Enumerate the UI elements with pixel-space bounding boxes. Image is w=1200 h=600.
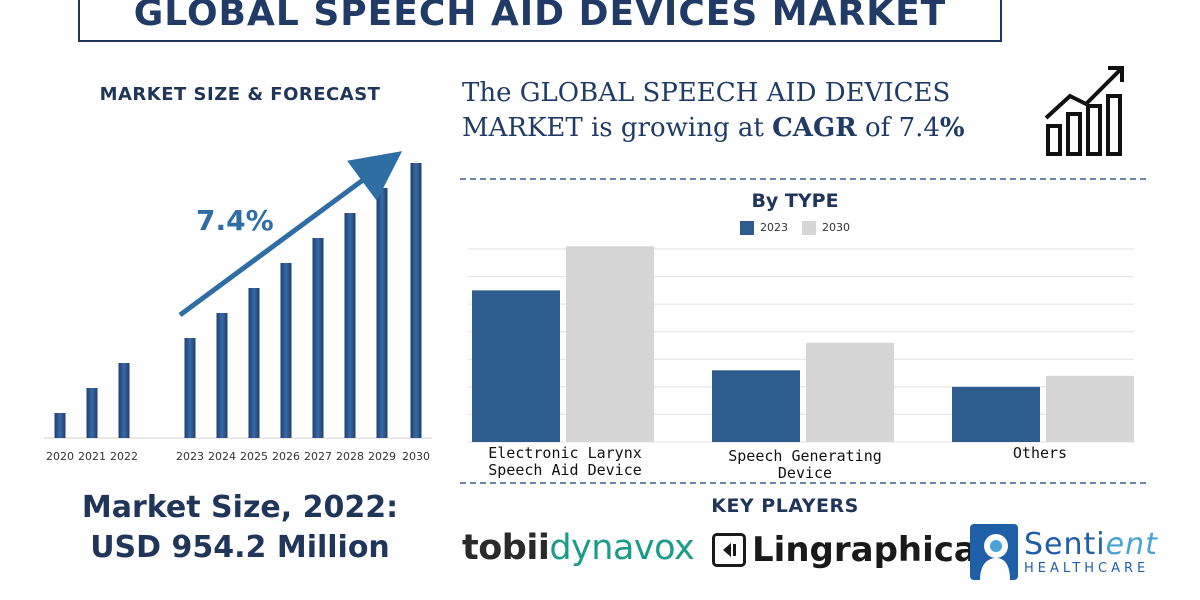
- lingraphica-wordmark: Lingraphica: [752, 530, 977, 570]
- headline-percent-bold: %: [939, 113, 965, 143]
- forecast-year-label: 2021: [78, 450, 106, 463]
- category-label-line: Speech Aid Device: [488, 461, 642, 479]
- forecast-year-label: 2027: [304, 450, 332, 463]
- forecast-chart: 2020 2021 2022 2023 2024 2025 2026 2027 2028 2029…: [44, 151, 432, 463]
- legend-2023: 2023: [740, 221, 788, 235]
- category-label-others: Others: [950, 445, 1130, 462]
- forecast-bar: [216, 313, 228, 438]
- forecast-year-label: 2026: [272, 450, 300, 463]
- forecast-bar: [54, 413, 66, 438]
- title-banner: GLOBAL SPEECH AID DEVICES MARKET: [78, 0, 1002, 42]
- cagr-headline: The GLOBAL SPEECH AID DEVICES MARKET is …: [462, 76, 982, 146]
- forecast-bar: [344, 213, 356, 438]
- page-title: GLOBAL SPEECH AID DEVICES MARKET: [133, 0, 947, 34]
- market-size-line1: Market Size, 2022:: [81, 490, 399, 525]
- forecast-year-label: 2029: [368, 450, 396, 463]
- sentient-wordmark: Sentient: [1024, 526, 1158, 562]
- forecast-year-label: 2024: [208, 450, 236, 463]
- forecast-year-label: 2020: [46, 450, 74, 463]
- legend-2030-label: 2030: [822, 221, 850, 234]
- sentient-wordmark-b: ent: [1105, 526, 1158, 562]
- forecast-bar: [248, 288, 260, 438]
- lingraphica-icon: [712, 533, 746, 567]
- sentient-icon: [970, 524, 1018, 580]
- headline-text-1: The GLOBAL SPEECH AID DEVICES MARKET is …: [462, 78, 951, 143]
- type-bar-2023: [712, 370, 800, 442]
- category-label-line: Speech Generating: [728, 447, 882, 465]
- legend-2030: 2030: [802, 221, 850, 235]
- type-bar-2030: [1046, 375, 1134, 442]
- lingraphica-logo: Lingraphica®: [712, 530, 989, 570]
- type-legend: 2023 2030: [740, 221, 850, 235]
- legend-2023-swatch: [740, 221, 754, 235]
- market-size-line2: USD 954.2 Million: [90, 530, 390, 565]
- forecast-bar: [312, 238, 324, 438]
- forecast-bar: [184, 338, 196, 438]
- type-bar-2030: [566, 246, 654, 442]
- cagr-arrow: [178, 151, 403, 318]
- category-label-speech-generating: Speech Generating Device: [710, 448, 900, 482]
- forecast-year-label: 2025: [240, 450, 268, 463]
- type-chart-title: By TYPE: [751, 190, 839, 212]
- divider-top: [460, 178, 1146, 180]
- sentient-subtitle: HEALTHCARE: [1024, 560, 1150, 576]
- headline-cagr-bold: CAGR: [772, 113, 857, 143]
- sentient-words: Sentient HEALTHCARE: [1024, 526, 1158, 576]
- cagr-label: 7.4%: [196, 204, 274, 237]
- dynavox-wordmark: dynavox: [549, 528, 695, 568]
- type-bar-2030: [806, 342, 894, 442]
- forecast-subtitle: MARKET SIZE & FORECAST: [99, 84, 381, 105]
- category-label-electronic-larynx: Electronic Larynx Speech Aid Device: [470, 445, 660, 479]
- forecast-bar: [280, 263, 292, 438]
- forecast-year-label: 2023: [176, 450, 204, 463]
- forecast-bar: [118, 363, 130, 438]
- legend-2023-label: 2023: [760, 221, 788, 234]
- forecast-bar: [376, 188, 388, 438]
- divider-bottom: [460, 482, 1146, 484]
- headline-text-2: of 7.4: [856, 113, 940, 143]
- forecast-bar: [86, 388, 98, 438]
- forecast-year-label: 2028: [336, 450, 364, 463]
- tobii-dynavox-logo: tobiidynavox: [462, 528, 695, 568]
- category-label-line: Device: [777, 464, 833, 482]
- sentient-healthcare-logo: Sentient HEALTHCARE: [970, 524, 1158, 580]
- type-bar-2023: [472, 290, 560, 442]
- forecast-year-label: 2030: [402, 450, 430, 463]
- forecast-year-label: 2022: [110, 450, 138, 463]
- forecast-bar: [410, 163, 422, 438]
- category-label-line: Others: [1012, 444, 1068, 462]
- legend-2030-swatch: [802, 221, 816, 235]
- type-chart: [468, 246, 1134, 443]
- type-bar-2023: [952, 386, 1040, 442]
- tobii-wordmark: tobii: [462, 528, 550, 568]
- category-label-line: Electronic Larynx: [488, 444, 642, 462]
- sentient-wordmark-a: Senti: [1024, 526, 1106, 562]
- growth-chart-icon: [1044, 66, 1124, 156]
- key-players-title: KEY PLAYERS: [711, 495, 859, 517]
